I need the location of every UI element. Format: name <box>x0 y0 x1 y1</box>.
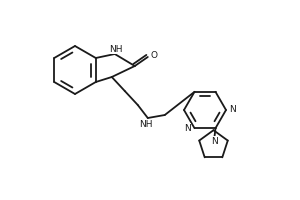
Text: N: N <box>211 137 218 146</box>
Text: N: N <box>230 106 236 114</box>
Text: NH: NH <box>139 120 152 129</box>
Text: O: O <box>150 51 157 60</box>
Text: N: N <box>184 124 191 133</box>
Text: NH: NH <box>109 45 122 53</box>
